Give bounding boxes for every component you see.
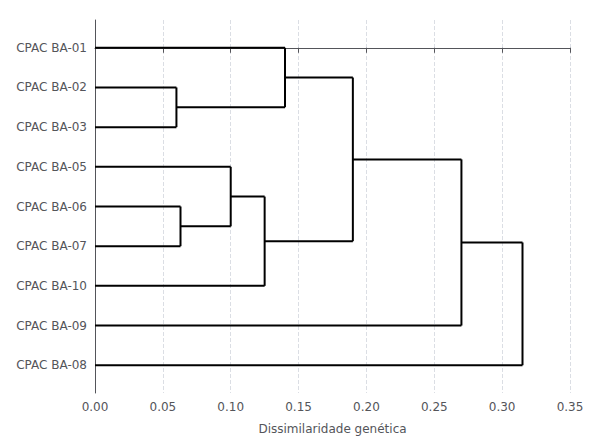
svg-text:CPAC BA-02: CPAC BA-02 xyxy=(16,80,87,94)
svg-text:0.25: 0.25 xyxy=(421,400,448,414)
svg-text:CPAC BA-09: CPAC BA-09 xyxy=(16,319,87,333)
svg-text:0.10: 0.10 xyxy=(217,400,244,414)
svg-text:CPAC BA-06: CPAC BA-06 xyxy=(16,200,87,214)
svg-text:Dissimilaridade genética: Dissimilaridade genética xyxy=(258,422,406,436)
svg-text:0.35: 0.35 xyxy=(557,400,584,414)
svg-text:0.15: 0.15 xyxy=(285,400,312,414)
svg-text:0.30: 0.30 xyxy=(489,400,516,414)
svg-text:0.20: 0.20 xyxy=(353,400,380,414)
svg-text:CPAC BA-07: CPAC BA-07 xyxy=(16,239,87,253)
svg-text:CPAC BA-08: CPAC BA-08 xyxy=(16,358,87,372)
svg-text:CPAC BA-01: CPAC BA-01 xyxy=(16,41,87,55)
svg-text:CPAC BA-05: CPAC BA-05 xyxy=(16,160,87,174)
svg-text:CPAC BA-03: CPAC BA-03 xyxy=(16,120,87,134)
svg-text:CPAC BA-10: CPAC BA-10 xyxy=(16,279,87,293)
svg-text:0.00: 0.00 xyxy=(82,400,109,414)
svg-text:0.05: 0.05 xyxy=(149,400,176,414)
